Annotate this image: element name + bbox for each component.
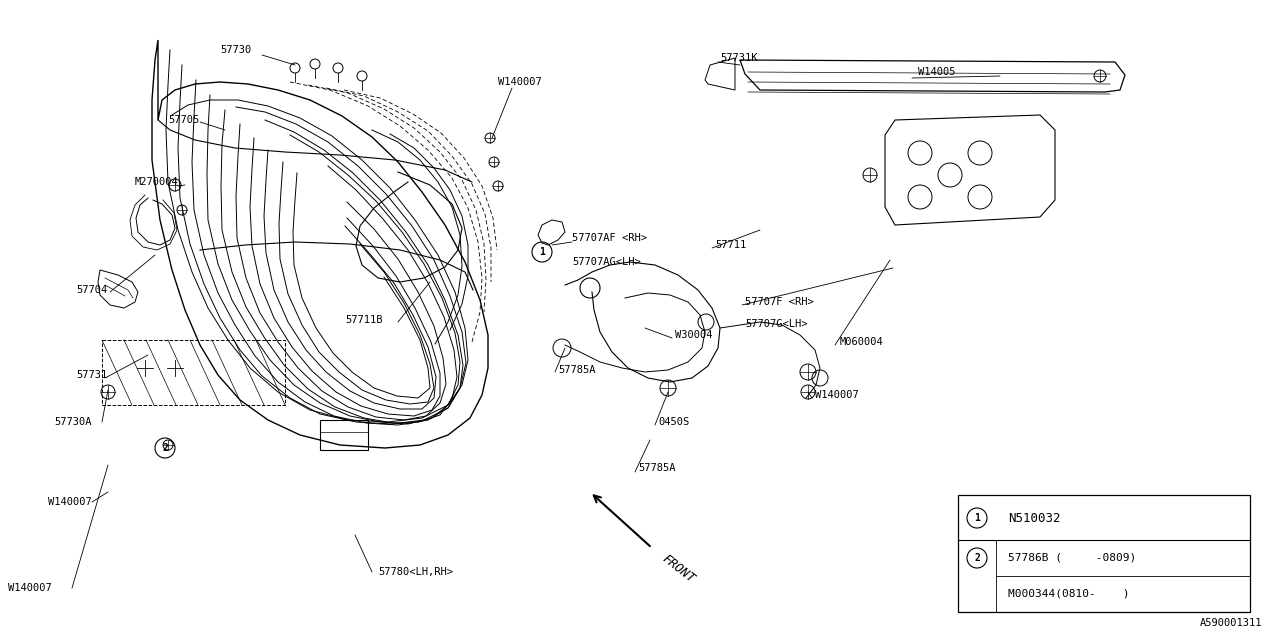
Text: 57730A: 57730A [55,417,92,427]
Text: 57707AG<LH>: 57707AG<LH> [572,257,641,267]
Text: 57704: 57704 [77,285,108,295]
Text: M270004: M270004 [134,177,178,187]
Text: W140007: W140007 [815,390,859,400]
Text: W30004: W30004 [675,330,713,340]
Text: 57731: 57731 [77,370,108,380]
Text: 57730: 57730 [220,45,252,55]
Text: 57785A: 57785A [558,365,595,375]
Text: 57785A: 57785A [637,463,676,473]
Text: W140007: W140007 [49,497,92,507]
Text: 1: 1 [539,247,545,257]
Text: 57707F <RH>: 57707F <RH> [745,297,814,307]
Text: 57707G<LH>: 57707G<LH> [745,319,808,329]
Text: W140007: W140007 [8,583,52,593]
Text: 57786B (     -0809): 57786B ( -0809) [1009,553,1137,563]
Text: 57711B: 57711B [346,315,383,325]
Text: 57705: 57705 [169,115,200,125]
Text: 57780<LH,RH>: 57780<LH,RH> [378,567,453,577]
Text: M000344(0810-    ): M000344(0810- ) [1009,589,1129,599]
Text: 57707AF <RH>: 57707AF <RH> [572,233,646,243]
Text: N510032: N510032 [1009,511,1061,525]
Text: 2: 2 [974,553,980,563]
Text: W14005: W14005 [918,67,955,77]
Text: 2: 2 [163,443,168,453]
Text: 0450S: 0450S [658,417,689,427]
Text: A590001311: A590001311 [1199,618,1262,628]
Text: 1: 1 [974,513,980,523]
Text: 57711: 57711 [716,240,746,250]
Text: FRONT: FRONT [660,552,698,586]
Text: W140007: W140007 [498,77,541,87]
Text: M060004: M060004 [840,337,883,347]
Text: 57731K: 57731K [719,53,758,63]
